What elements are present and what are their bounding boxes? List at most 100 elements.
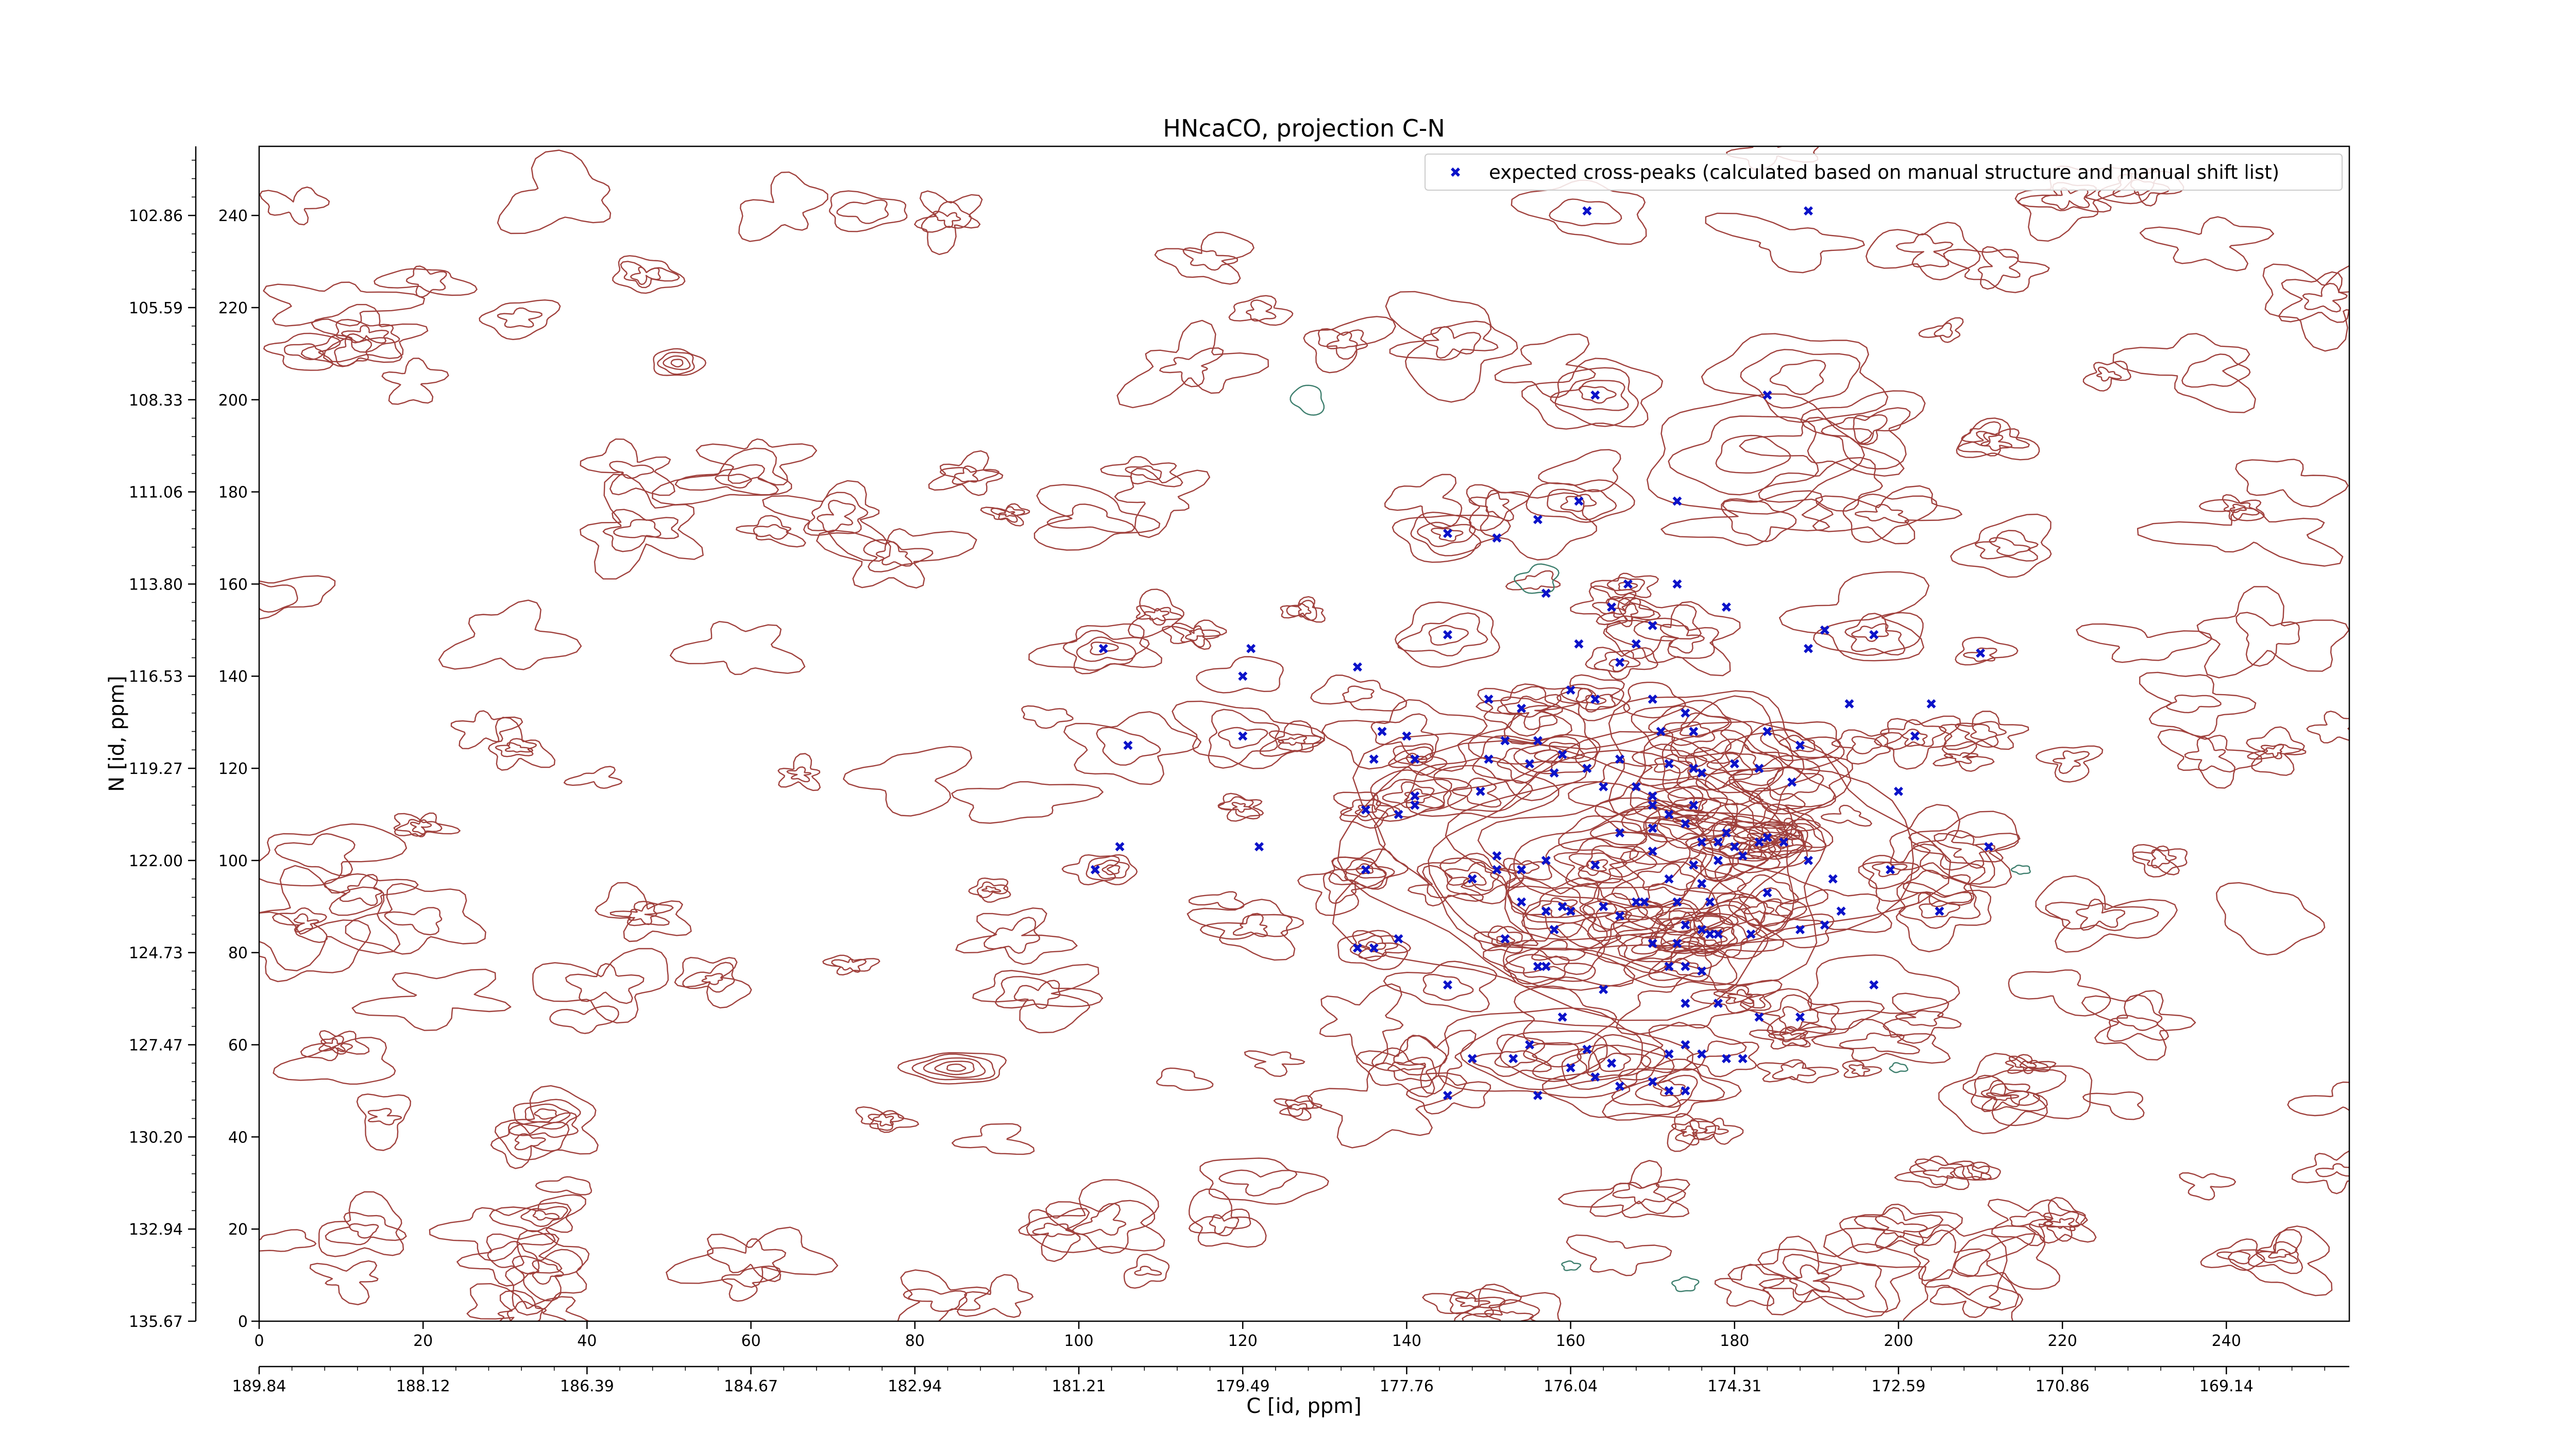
y-ppm-tick-label: 122.00 [129,852,183,870]
cross-peak-marker [1836,906,1846,916]
contour-line [1476,683,1593,745]
contour-line [1123,1253,1170,1289]
cross-peak-marker [1557,1012,1567,1022]
cross-peak-marker [1615,1082,1624,1091]
contour-line [1340,799,1388,821]
cross-peak-marker [1910,731,1920,741]
contour-line [2028,1197,2097,1244]
contour-line [1990,1083,2040,1106]
contour-line [2041,187,2090,210]
contour-line [1045,1200,1156,1254]
cross-peak-marker [1656,727,1666,736]
contour-line [1955,636,2019,666]
contour-line [2247,1229,2303,1274]
x-tick-label: 160 [1556,1332,1585,1350]
contour-line [1980,432,2013,451]
contour-line [1967,1165,1990,1181]
contour-line [1733,827,1788,860]
contour-line [652,447,792,506]
contour-line [384,907,443,936]
contour-line [1453,1284,1562,1321]
cross-peak-marker [1762,888,1772,898]
contour-line [1929,1285,2001,1318]
cross-peak-marker [1599,782,1608,791]
contour-line [272,907,328,943]
cross-peak-marker [1754,1012,1764,1022]
contour-line [506,1301,543,1321]
contour-line [1477,686,1563,737]
contour-line [1392,514,1511,563]
contour-line [968,878,1011,903]
contour-line [609,461,654,479]
x-tick-label: 80 [905,1332,925,1350]
contour-line [1950,513,2052,578]
cross-peak-marker [1721,1054,1731,1064]
contour-line [1605,601,1741,677]
cross-peak-marker [1394,934,1403,943]
contour-line [1497,694,1562,730]
contour-line [1640,1024,1747,1071]
contour-line [1866,222,1981,281]
contour-line [1387,1060,1426,1072]
cross-peak-marker [1689,860,1699,870]
contour-line [2262,263,2349,352]
contour-line [1268,730,1325,752]
contour-line [259,187,330,226]
contour-line [666,1226,838,1288]
contour-line [1853,414,1888,445]
contour-line [405,265,447,298]
y-ppm-tick-label: 119.27 [129,760,183,778]
x-ppm-tick-label: 182.94 [888,1377,942,1395]
contour-line [2179,1172,2236,1201]
contour-line [1823,1224,2036,1311]
contour-line [1232,913,1268,937]
contour-line [1538,449,1621,493]
contour-line [351,969,512,1031]
cross-peak-marker [1631,639,1641,649]
cross-peak-marker [1730,759,1739,769]
cross-peak-marker [1795,1012,1805,1022]
cross-peak-marker [1738,1054,1748,1064]
contour-line [1918,317,1964,343]
contour-line [2096,366,2122,382]
contour-line [1883,992,1962,1044]
contour-line [976,881,1009,899]
contour-line [495,738,537,757]
contour-line [1613,603,1639,622]
contour-line [1855,504,1909,524]
contour-line [1895,233,1954,268]
contour-line [897,1052,1007,1085]
contour-line [803,492,869,536]
contour-line [817,499,856,533]
contour-line [2256,1241,2299,1264]
contour-line [1208,709,1280,769]
cross-peak-marker [1721,828,1731,838]
contour-line [1114,467,1210,538]
contour-line [1136,605,1183,626]
contour-line [1939,711,2029,750]
y-tick-label: 0 [238,1313,248,1331]
cross-peak-marker [1762,727,1772,736]
contour-line [674,957,752,1008]
contour-line [1690,980,1783,1014]
contour-line [1740,349,1860,409]
contour-line [1382,781,1445,808]
contour-line [1987,1199,2088,1246]
contour-line [393,813,461,837]
contour-line [1660,490,1831,546]
contour-line [682,962,735,993]
cross-peak-marker [1557,750,1567,760]
contour-line [2216,1251,2251,1265]
contour-line [1388,743,1448,776]
contour-line [1405,1075,1492,1115]
contour-line [777,753,821,791]
contour-line [1739,416,1905,477]
contour-line [2229,503,2247,513]
contour-line [1743,902,1775,915]
contour-line [1578,859,1608,877]
contour-line [1182,247,1238,271]
contour-line [1370,713,1439,761]
cross-peak-marker [1697,1049,1707,1059]
contour-line [1154,231,1255,285]
contour-line [1654,900,1762,958]
